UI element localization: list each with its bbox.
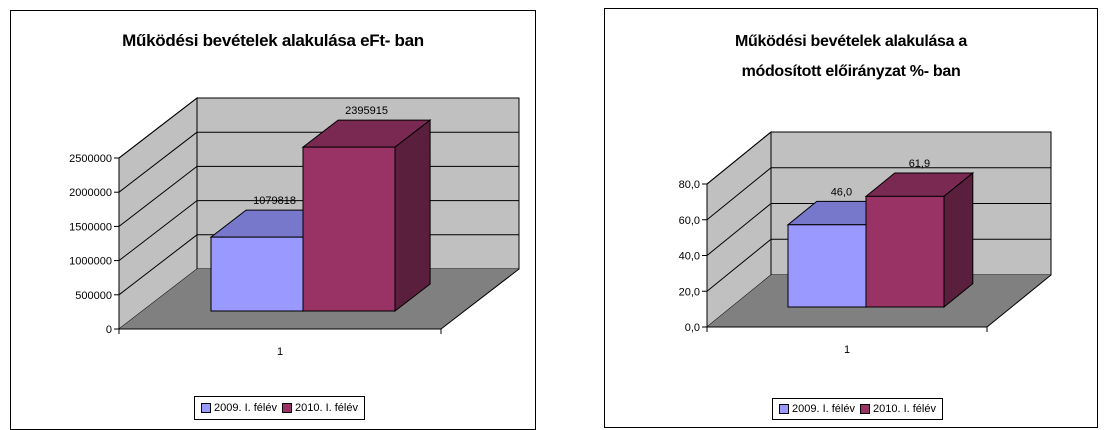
gridline-side [118, 131, 198, 193]
chart-legend: 2009. I. félév 2010. I. félév [772, 398, 943, 420]
data-label-series-1: 46,0 [831, 186, 852, 198]
legend-item-series-2: 2010. I. félév [282, 402, 358, 414]
chart-panel-eft: Működési bevételek alakulása eFt- ban 0 5… [10, 10, 536, 430]
gridline-side [706, 203, 772, 256]
y-tick-label: 1500000 [69, 221, 112, 233]
gridline-side [118, 200, 198, 261]
bar-side-series-2 [394, 119, 431, 313]
bar-series-1 [210, 236, 304, 312]
x-tick-label: 1 [844, 344, 850, 356]
bar-series-2 [302, 146, 396, 312]
y-tick-label: 500000 [75, 290, 112, 302]
legend-label-series-2: 2010. I. félév [873, 403, 936, 415]
gridline-side [706, 167, 772, 221]
chart-plot-area: 0 500000 1000000 1500000 2000000 2500000 1 1079… [69, 96, 520, 358]
gridline-side [706, 131, 772, 185]
chart-panel-percent: Működési bevételek alakulása a módosítot… [604, 8, 1098, 428]
floor-edge [440, 268, 520, 330]
data-label-series-1: 1079818 [253, 195, 296, 207]
legend-swatch-series-2 [860, 404, 870, 414]
legend-item-series-2: 2010. I. félév [860, 403, 936, 415]
legend-item-series-1: 2009. I. félév [779, 403, 855, 415]
y-tick-label: 1000000 [69, 256, 112, 268]
gridline-side [118, 234, 198, 296]
legend-label-series-1: 2009. I. félév [214, 402, 277, 414]
data-label-series-2: 2395915 [345, 105, 388, 117]
chart-title: Működési bevételek alakulása eFt- ban [122, 31, 424, 50]
gridline-side [118, 166, 198, 227]
y-tick-label: 0,0 [685, 322, 700, 334]
y-tick-label: 0 [106, 324, 112, 336]
gridline-side [118, 97, 198, 159]
bar-series-2 [865, 195, 945, 308]
gridline-side [706, 238, 772, 292]
y-tick-label: 20,0 [679, 286, 700, 298]
data-label-series-2: 61,9 [909, 158, 930, 170]
bar-side-series-2 [943, 171, 974, 309]
legend-swatch-series-1 [201, 403, 211, 413]
chart-title: Működési bevételek alakulása a módosítot… [605, 27, 1097, 87]
y-tick-label: 2000000 [69, 187, 112, 199]
chart-plot-area: 0,0 20,0 40,0 60,0 80,0 1 46,0 61,9 [679, 130, 1052, 356]
chart-legend: 2009. I. félév 2010. I. félév [194, 396, 365, 420]
y-tick-label: 60,0 [679, 215, 700, 227]
x-tick-label: 1 [277, 346, 283, 358]
chart-title-line-2: módosított előirányzat %- ban [741, 63, 961, 80]
legend-swatch-series-1 [779, 404, 789, 414]
legend-label-series-1: 2009. I. félév [792, 403, 855, 415]
y-tick-label: 2500000 [69, 153, 112, 165]
legend-label-series-2: 2010. I. félév [295, 402, 358, 414]
legend-item-series-1: 2009. I. félév [201, 402, 277, 414]
bar-series-1 [787, 224, 867, 308]
y-tick-label: 80,0 [679, 179, 700, 191]
y-tick-label: 40,0 [679, 251, 700, 263]
chart-title-line-1: Működési bevételek alakulása a [734, 33, 968, 50]
floor-edge [986, 274, 1052, 328]
legend-swatch-series-2 [282, 403, 292, 413]
